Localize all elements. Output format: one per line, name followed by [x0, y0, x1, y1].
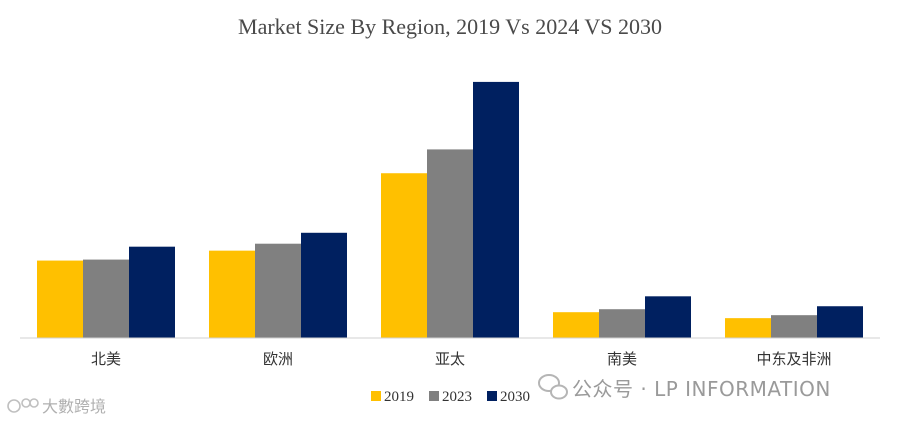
category-label-1: 欧洲 — [263, 350, 293, 368]
bar-2023-3 — [599, 309, 645, 338]
bar-2023-2 — [427, 149, 473, 338]
bars-layer — [37, 81, 863, 339]
legend-swatch-2023 — [429, 391, 439, 401]
bottom-left-watermark: 大數跨境 — [7, 397, 106, 416]
bar-2023-4 — [771, 315, 817, 338]
legend-label-2019: 2019 — [384, 389, 414, 405]
legend-label-2030: 2030 — [500, 389, 530, 405]
bar-2023-1 — [255, 243, 301, 338]
watermark-text: 公众号 · LP INFORMATION — [572, 377, 831, 401]
wechat-icon — [538, 374, 568, 400]
bar-2019-0 — [37, 260, 83, 338]
chart-title: Market Size By Region, 2019 Vs 2024 VS 2… — [238, 14, 662, 39]
category-labels: 北美 欧洲 亚太 南美 中东及非洲 — [91, 350, 832, 368]
bottom-left-watermark-text: 大數跨境 — [42, 397, 106, 416]
bar-2019-2 — [381, 173, 427, 338]
legend-swatch-2019 — [371, 391, 381, 401]
bar-2019-1 — [209, 250, 255, 338]
bar-2030-0 — [129, 246, 175, 338]
category-label-2: 亚太 — [435, 350, 465, 368]
category-label-0: 北美 — [91, 350, 121, 368]
wechat-watermark: 公众号 · LP INFORMATION — [538, 374, 831, 401]
category-label-3: 南美 — [607, 350, 637, 368]
bar-2023-0 — [83, 259, 129, 338]
brand-logo-icon — [7, 398, 39, 413]
bar-2019-4 — [725, 318, 771, 338]
category-label-4: 中东及非洲 — [756, 350, 831, 368]
bar-2019-3 — [553, 312, 599, 338]
legend: 2019 2023 2030 — [371, 389, 530, 405]
legend-swatch-2030 — [487, 391, 497, 401]
bar-2030-3 — [645, 296, 691, 338]
bar-2030-2 — [473, 81, 519, 339]
bar-2030-4 — [817, 306, 863, 338]
legend-label-2023: 2023 — [442, 389, 472, 405]
bar-2030-1 — [301, 232, 347, 338]
